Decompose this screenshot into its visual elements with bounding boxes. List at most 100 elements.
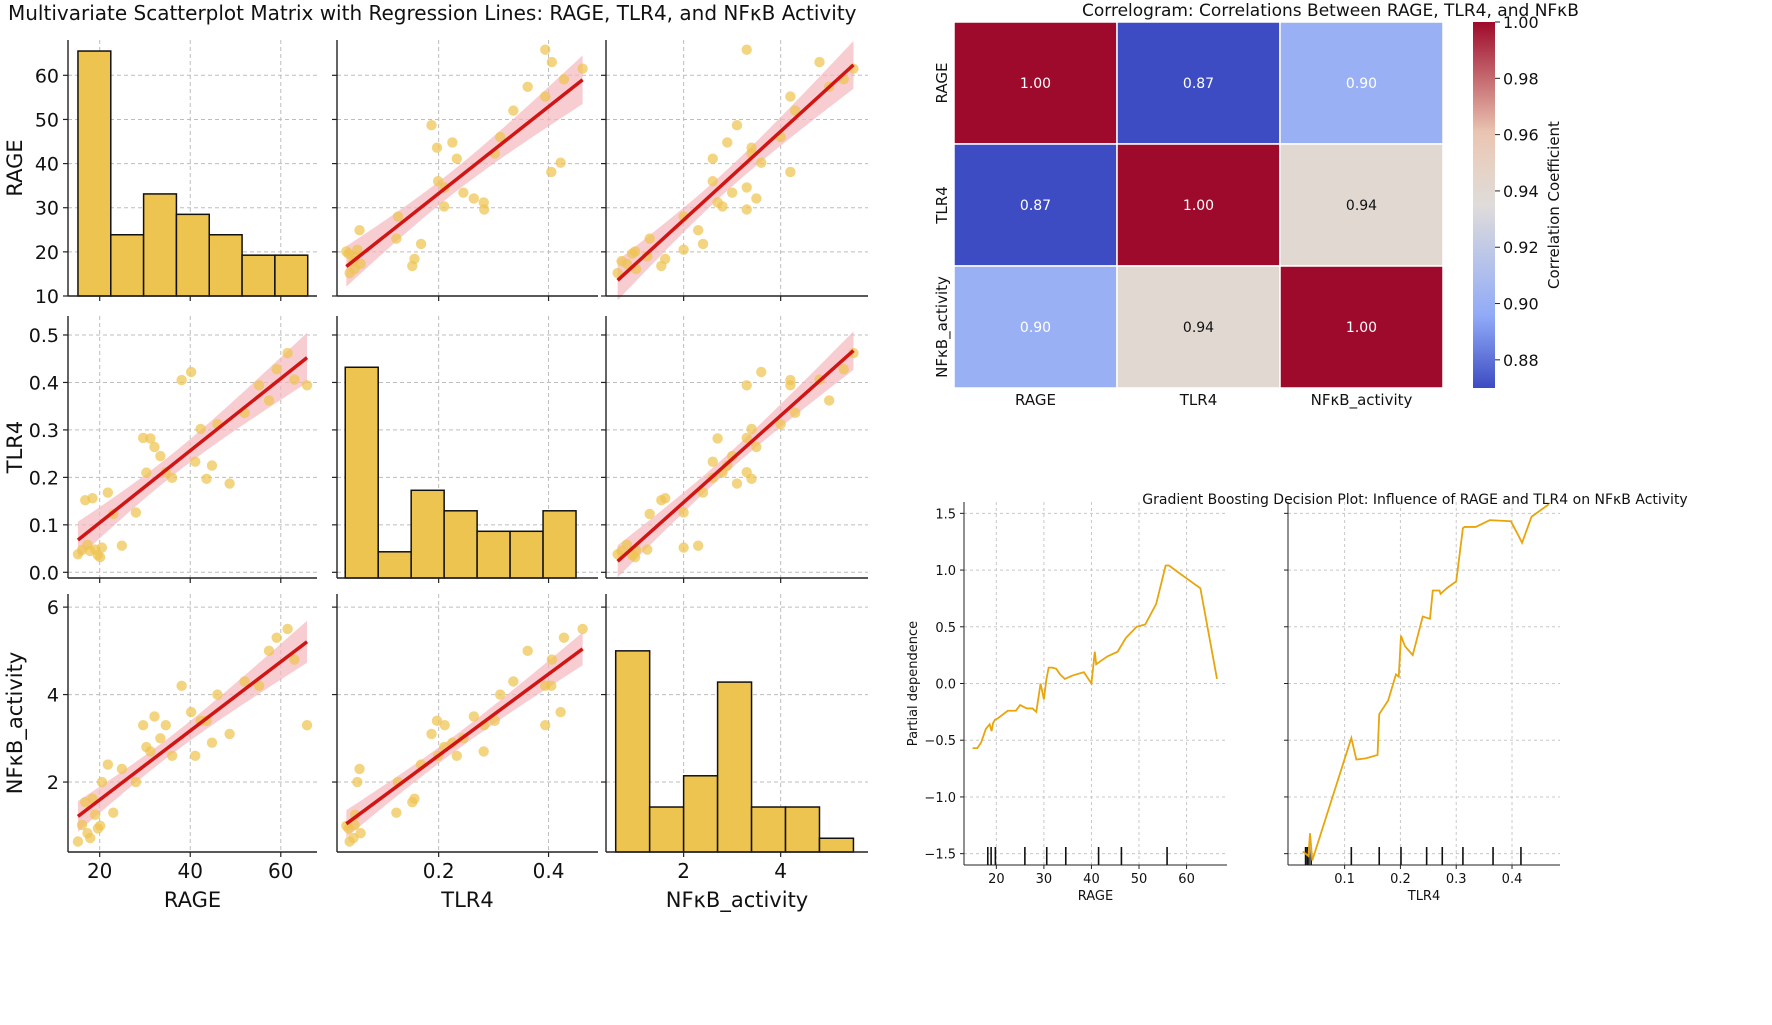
matrix-title: Multivariate Scatterplot Matrix with Reg… [8, 1, 857, 25]
scatter-point [546, 654, 558, 665]
scatter-point [577, 623, 588, 635]
scatter-point [289, 654, 300, 665]
scatter-point [577, 63, 588, 74]
histogram-bar [542, 510, 577, 579]
scatter-point [253, 680, 265, 692]
x-tick-label: 0.4 [533, 859, 565, 883]
heatmap-value-label: 0.90 [1020, 320, 1051, 336]
heatmap-y-label: NFκB_activity [933, 276, 952, 378]
heatmap-value-label: 0.87 [1020, 198, 1051, 214]
scatter-point [166, 750, 178, 761]
regression-line [616, 349, 855, 563]
colorbar-label: Correlation Coefficient [1545, 121, 1563, 289]
scatter-point [712, 197, 723, 208]
scatter-point [741, 204, 752, 215]
scatter-point [301, 380, 313, 391]
x-tick-label: 60 [268, 859, 293, 883]
matrix-cell-nf-b-activity-vs-nf-b-activity: 2 4 NFκB_activity [601, 594, 868, 913]
regression-line [345, 647, 584, 826]
colorbar-tick-label: 0.94 [1503, 182, 1539, 201]
matrix-cell-nf-b-activity-vs-tlr4: 0.2 0.4 TLR4 [332, 594, 598, 912]
y-axis-label: TLR4 [3, 421, 27, 474]
histogram-bar [175, 213, 211, 297]
scatter-point [692, 225, 704, 236]
scatter-point [145, 746, 156, 757]
scatter-point [141, 467, 152, 478]
scatter-point [185, 366, 197, 378]
y-tick-label: 30 [35, 198, 59, 220]
scatter-point [130, 507, 142, 518]
heatmap-value-label: 1.00 [1346, 320, 1377, 336]
scatter-point [642, 544, 653, 555]
scatter-point [540, 44, 551, 55]
scatter-point [160, 719, 171, 731]
scatter-point [707, 153, 718, 164]
scatter-point [616, 255, 627, 267]
scatter-point [282, 347, 293, 359]
scatter-point [149, 441, 160, 453]
y-tick-label: 0.5 [935, 621, 956, 636]
matrix-cell-nf-b-activity-vs-rage: 20 40 60 RAGE 2 4 6 NFκB_activity [3, 594, 317, 912]
scatter-point [722, 137, 733, 148]
scatter-point [352, 776, 363, 788]
heatmap-value-label: 1.00 [1183, 198, 1214, 214]
scatter-point [341, 246, 352, 257]
scatter-point [431, 142, 443, 153]
scatter-point [751, 193, 762, 204]
scatter-point [391, 233, 402, 244]
histogram-bar [818, 837, 855, 853]
scatter-point [741, 182, 752, 193]
scatter-point [790, 407, 801, 419]
heatmap-cell [953, 143, 1118, 267]
y-tick-label: 4 [47, 685, 59, 707]
regression-line [76, 640, 309, 818]
scatter-point [72, 836, 84, 847]
scatter-point [823, 395, 835, 406]
y-axis-label: RAGE [3, 139, 27, 196]
scatter-point [522, 645, 533, 657]
y-tick-label: 0.1 [29, 515, 59, 537]
scatter-point [540, 719, 551, 731]
x-axis-label: RAGE [164, 888, 221, 912]
histogram-bar [443, 510, 478, 579]
heatmap-value-label: 1.00 [1020, 76, 1051, 92]
heatmap-y-label: RAGE [933, 63, 951, 104]
scatter-point [478, 197, 489, 208]
matrix-cell-tlr4-vs-nf-b-activity [601, 316, 868, 583]
scatter-point [185, 706, 197, 718]
heatmap-cell [1279, 265, 1444, 389]
scatter-point [271, 363, 282, 375]
scatter-point [678, 507, 689, 518]
y-axis-label: Partial dependence [906, 621, 921, 746]
scatter-point [814, 56, 825, 68]
scatter-point [224, 478, 235, 489]
heatmap-value-label: 0.87 [1183, 76, 1214, 92]
pd-panel-rage: 20 30 40 50 60 −1.5 −1.0 −0.5 0.0 0.5 1.0 1.5 RAGE Pa… [906, 502, 1227, 904]
scatter-point [348, 832, 359, 844]
y-tick-label: 6 [47, 597, 59, 619]
heatmap-x-label: NFκB_activity [1311, 391, 1413, 410]
scatter-point [116, 763, 128, 775]
scatter-point [102, 487, 114, 498]
scatter-point [94, 820, 106, 831]
colorbar [1473, 22, 1495, 388]
histogram-bar [410, 489, 445, 579]
pd-curve [972, 564, 1218, 750]
scatter-point [438, 201, 450, 212]
scatter-point [731, 119, 743, 131]
scatter-point [145, 433, 156, 444]
scatter-point [494, 689, 506, 700]
x-tick-label: 50 [1131, 872, 1148, 887]
histogram-bar [682, 775, 719, 853]
scatter-point [458, 187, 469, 198]
scatter-point [432, 176, 444, 187]
histogram-bar [716, 681, 753, 853]
histogram-bar [648, 806, 685, 853]
scatter-point [352, 244, 363, 255]
scatter-point [84, 832, 96, 844]
histogram-bar [110, 234, 145, 297]
x-tick-label: 20 [988, 872, 1005, 887]
scatter-point [741, 432, 752, 444]
scatter-point [741, 380, 752, 391]
y-tick-label: 40 [35, 154, 59, 176]
